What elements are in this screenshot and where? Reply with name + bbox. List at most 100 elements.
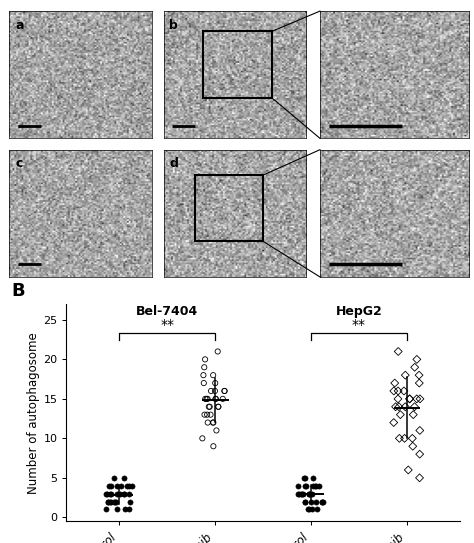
Point	[301, 482, 309, 490]
Point	[318, 497, 325, 506]
Point	[401, 434, 408, 443]
Y-axis label: Number of autophagosome: Number of autophagosome	[27, 332, 40, 494]
Point	[112, 497, 120, 506]
Point	[205, 402, 213, 411]
Point	[113, 482, 121, 490]
Point	[401, 402, 409, 411]
Point	[396, 434, 403, 443]
Point	[411, 363, 419, 371]
Point	[113, 505, 121, 514]
Point	[107, 489, 114, 498]
Point	[107, 497, 115, 506]
Point	[121, 505, 129, 514]
Point	[120, 489, 128, 498]
Text: d: d	[169, 157, 178, 171]
Point	[201, 411, 209, 419]
Point	[309, 473, 317, 482]
Point	[204, 418, 211, 427]
Point	[106, 482, 113, 490]
Point	[306, 489, 313, 498]
Point	[308, 497, 315, 506]
Point	[416, 450, 423, 458]
Point	[126, 489, 133, 498]
Point	[204, 395, 211, 403]
Point	[306, 489, 314, 498]
Point	[120, 473, 128, 482]
Point	[128, 482, 136, 490]
Point	[102, 505, 109, 514]
Point	[401, 371, 409, 380]
Point	[215, 402, 222, 411]
Point	[113, 489, 121, 498]
Point	[416, 378, 423, 387]
Point	[406, 395, 413, 403]
Text: Bel-7404: Bel-7404	[136, 305, 198, 318]
Point	[126, 505, 133, 514]
Point	[295, 489, 302, 498]
Point	[206, 402, 213, 411]
Bar	[203, 31, 272, 98]
Point	[297, 489, 305, 498]
Point	[219, 395, 227, 403]
Text: B: B	[11, 282, 25, 300]
Point	[312, 497, 320, 506]
Point	[311, 482, 319, 490]
Point	[318, 497, 326, 506]
Point	[106, 497, 113, 506]
Point	[103, 489, 110, 498]
Point	[295, 489, 303, 498]
Point	[117, 482, 125, 490]
Point	[110, 497, 118, 506]
Text: c: c	[15, 157, 23, 171]
Point	[416, 395, 424, 403]
Point	[215, 402, 222, 411]
Point	[201, 395, 209, 403]
Point	[214, 347, 221, 356]
Point	[220, 387, 228, 395]
Point	[309, 505, 316, 514]
Point	[319, 497, 327, 506]
Point	[203, 411, 211, 419]
Point	[395, 402, 403, 411]
Point	[300, 489, 307, 498]
Point	[200, 378, 208, 387]
Point	[126, 482, 133, 490]
Point	[210, 442, 217, 451]
Point	[207, 387, 215, 395]
Text: b: b	[169, 19, 178, 31]
Point	[207, 411, 214, 419]
Point	[211, 378, 219, 387]
Point	[199, 434, 206, 443]
Point	[410, 402, 418, 411]
Point	[394, 387, 402, 395]
Point	[301, 473, 309, 482]
Point	[309, 489, 316, 498]
Point	[201, 355, 209, 364]
Point	[123, 482, 131, 490]
Point	[302, 482, 310, 490]
Point	[415, 371, 423, 380]
Point	[201, 363, 208, 371]
Point	[313, 505, 320, 514]
Text: **: **	[160, 318, 174, 332]
Point	[301, 497, 309, 506]
Point	[117, 489, 124, 498]
Point	[410, 411, 417, 419]
Point	[298, 489, 306, 498]
Point	[413, 355, 420, 364]
Point	[104, 497, 112, 506]
Point	[104, 497, 112, 506]
Point	[107, 482, 115, 490]
Point	[416, 426, 424, 435]
Point	[294, 482, 302, 490]
Point	[211, 387, 219, 395]
Point	[103, 489, 110, 498]
Point	[413, 395, 420, 403]
Point	[392, 402, 400, 411]
Point	[213, 426, 220, 435]
Point	[212, 395, 219, 403]
Point	[111, 497, 119, 506]
Point	[315, 482, 322, 490]
Point	[221, 387, 228, 395]
Point	[126, 497, 134, 506]
